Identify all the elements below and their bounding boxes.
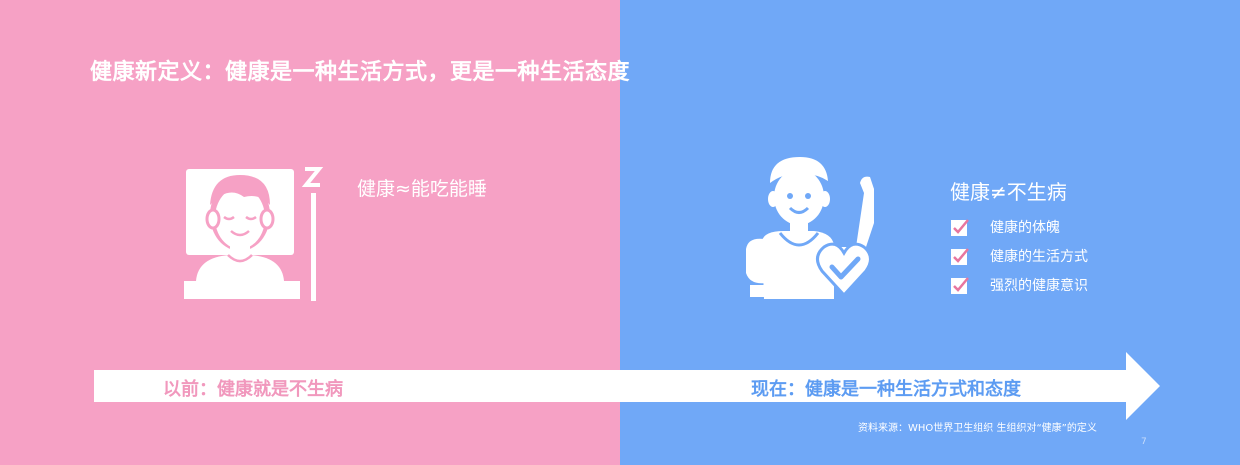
now-label: 现在：健康是一种生活方式和态度 [751, 379, 1021, 400]
checklist-item-label: 健康的生活方式 [990, 248, 1088, 265]
checklist-item-label: 健康的体魄 [990, 219, 1060, 236]
checklist-item: 健康的生活方式 [950, 241, 1088, 270]
check-icon [950, 247, 969, 265]
timeline-arrow [94, 352, 1162, 420]
page-number: 7 [1141, 437, 1147, 447]
source-note: 资料来源：WHO世界卫生组织 生组织对“健康”的定义 [858, 423, 1097, 434]
right-heading: 健康≠不生病 [950, 180, 1067, 204]
checklist-item-label: 强烈的健康意识 [990, 277, 1088, 294]
check-icon [950, 218, 969, 236]
left-heading: 健康≈能吃能睡 [357, 178, 487, 200]
checklist-item: 健康的体魄 [950, 212, 1088, 241]
check-icon [950, 276, 969, 294]
checklist-item: 强烈的健康意识 [950, 270, 1088, 299]
sleeping-person-icon [180, 163, 328, 303]
checklist: 健康的体魄 健康的生活方式 强烈的健康意识 [950, 212, 1088, 299]
before-label: 以前：健康就是不生病 [163, 379, 343, 400]
fit-person-heart-icon [740, 153, 885, 303]
slide-title: 健康新定义：健康是一种生活方式，更是一种生活态度 [90, 60, 631, 85]
